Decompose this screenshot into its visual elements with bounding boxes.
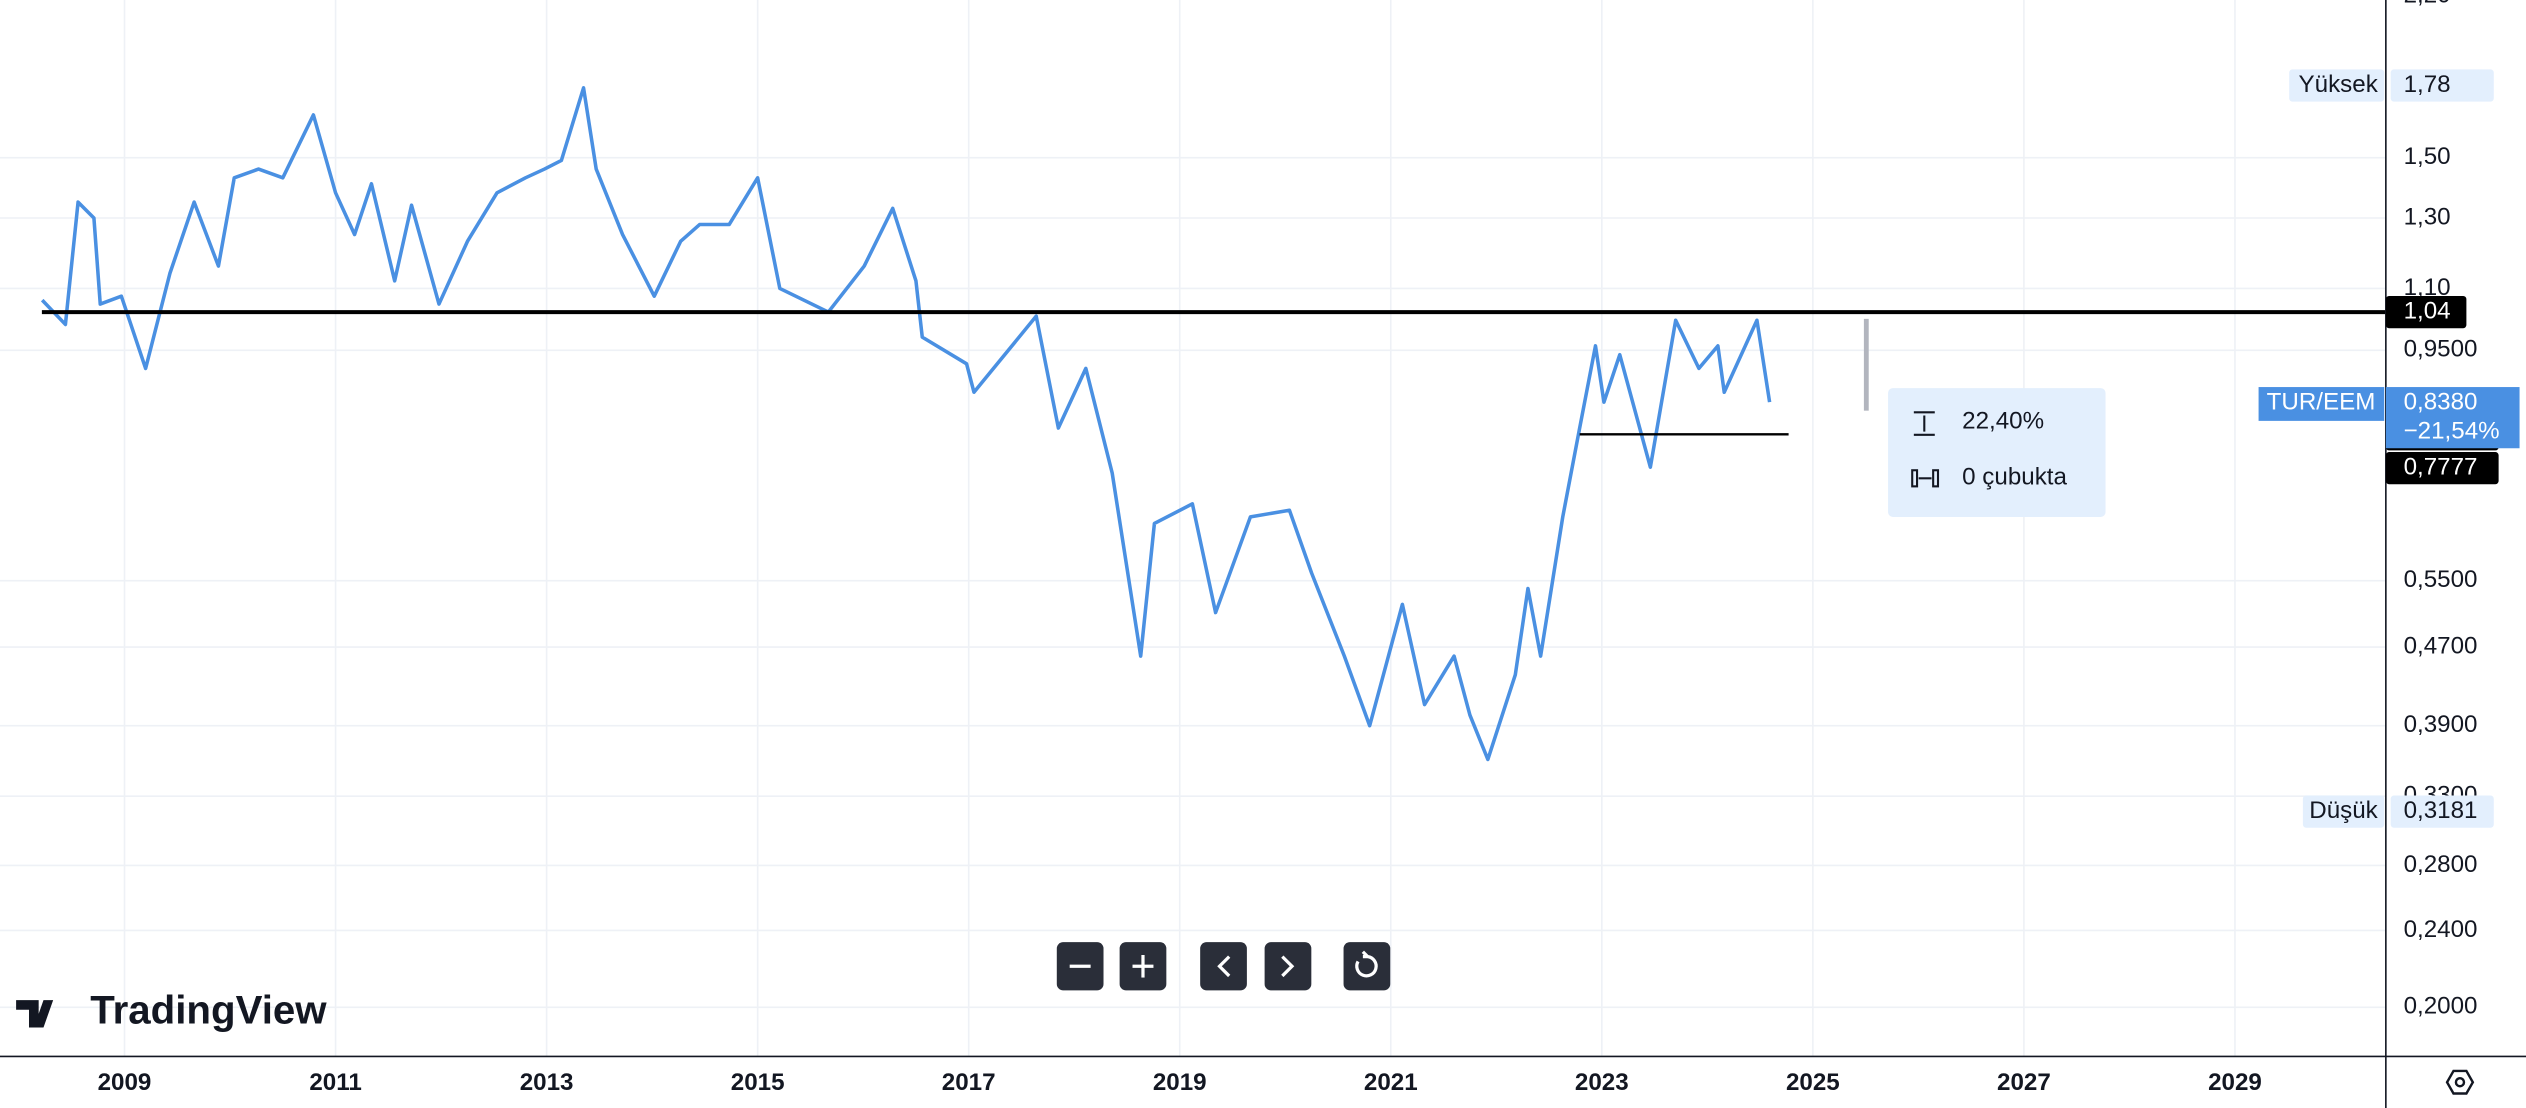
x-tick-label: 2015 <box>731 1069 785 1096</box>
axes: 2,201,501,301,100,95000,55000,47000,3900… <box>98 0 2520 1096</box>
y-tick-label: 2,20 <box>2404 0 2451 9</box>
zoom-in-button[interactable] <box>1119 942 1167 991</box>
y-tick-label: 0,5500 <box>2404 566 2478 593</box>
y-tick-label: 0,4700 <box>2404 632 2478 659</box>
x-tick-label: 2009 <box>98 1069 152 1096</box>
scroll-left-button[interactable] <box>1200 942 1247 991</box>
price-tag <box>2390 795 2494 828</box>
measure-icon <box>1911 411 1940 488</box>
price-tag <box>2385 452 2499 485</box>
plot <box>40 86 2386 762</box>
nav-buttons <box>1056 942 1391 991</box>
price-tag-name-box <box>2289 69 2385 102</box>
x-tick-label: 2013 <box>520 1069 574 1096</box>
last-price-tag <box>2385 387 2520 449</box>
price-tag <box>2390 69 2494 102</box>
y-tick-label: 0,2400 <box>2404 916 2478 943</box>
x-tick-label: 2029 <box>2208 1069 2262 1096</box>
price-tag-name: Yüksek <box>2299 71 2379 98</box>
y-tick-label: 0,2000 <box>2404 993 2478 1020</box>
price-tag-label: 1,04 <box>2404 297 2451 324</box>
y-tick-label: 0,2800 <box>2404 851 2478 878</box>
price-tag-name-box <box>2302 795 2385 828</box>
scroll-right-button[interactable] <box>1264 942 1312 991</box>
grid <box>0 0 2386 1057</box>
series-name-tag <box>2258 387 2385 421</box>
x-tick-label: 2011 <box>309 1069 361 1096</box>
logo: TradingView <box>16 988 327 1033</box>
measure-bar <box>1863 318 1869 411</box>
x-tick-label: 2027 <box>1997 1069 2051 1096</box>
x-tick-label: 2017 <box>942 1069 996 1096</box>
x-tick-label: 2023 <box>1575 1069 1629 1096</box>
price-tag-label: 1,78 <box>2404 71 2451 98</box>
y-tick-label: 0,9500 <box>2404 336 2478 363</box>
price-tag-name: Düşük <box>2309 797 2378 824</box>
reset-button[interactable] <box>1343 942 1391 991</box>
settings-button[interactable] <box>2445 1069 2475 1095</box>
x-tick-label: 2019 <box>1153 1069 1207 1096</box>
last-price: 0,8380 <box>2404 389 2478 416</box>
price-line <box>40 86 1772 762</box>
y-tick-label: 1,50 <box>2404 143 2451 170</box>
price-tag <box>2385 295 2467 329</box>
x-tick-label: 2021 <box>1364 1069 1418 1096</box>
x-tick-label: 2025 <box>1786 1069 1840 1096</box>
last-change: −21,54% <box>2404 418 2500 445</box>
measure-bars: 0 çubukta <box>1962 464 2067 491</box>
measure-change: 22,40% <box>1962 407 2044 434</box>
watermark: TradingView <box>90 988 327 1033</box>
series-name: TUR/EEM <box>2267 389 2376 416</box>
measure-box <box>1888 388 2106 517</box>
y-tick-label: 1,30 <box>2404 203 2451 230</box>
price-tag-label: 0,3181 <box>2404 797 2478 824</box>
price-tag-label: 0,7777 <box>2404 454 2478 481</box>
y-tick-label: 0,3900 <box>2404 711 2478 738</box>
zoom-out-button[interactable] <box>1056 942 1104 991</box>
